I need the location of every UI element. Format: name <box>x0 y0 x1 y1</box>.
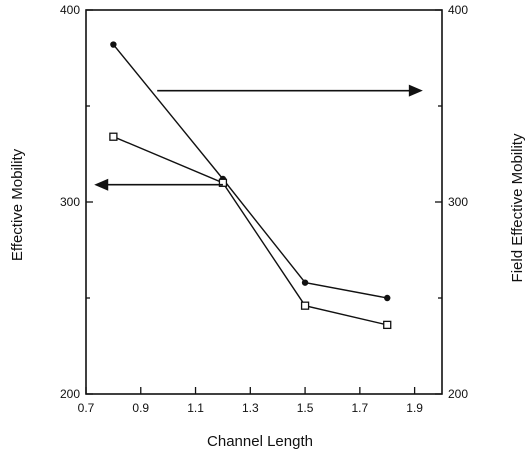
series-point-0 <box>384 294 391 302</box>
series-point-1 <box>300 301 310 310</box>
x-tick-label: 1.3 <box>242 401 259 415</box>
y-tick-label: 400 <box>60 3 80 17</box>
x-tick-label: 0.9 <box>132 401 149 415</box>
series-layer <box>109 41 392 330</box>
arrow-head-left <box>94 178 109 191</box>
series-point-1 <box>109 132 118 141</box>
y2-axis-title: Field Effective Mobility <box>509 133 526 282</box>
x-axis-title: Channel Length <box>207 433 313 450</box>
x-tick-label: 0.7 <box>78 401 95 415</box>
arrow-head-right <box>408 84 423 97</box>
y2-tick-label: 400 <box>448 3 468 17</box>
y-tick-label: 300 <box>60 195 80 209</box>
y-axis-title: Effective Mobility <box>9 148 26 261</box>
y2-tick-label: 200 <box>448 387 468 401</box>
series-point-0 <box>301 279 309 286</box>
annotation-layer <box>94 84 423 191</box>
series-point-0 <box>110 41 117 48</box>
ticks: 0.7 0.9 1.1 1.3 1.5 1.7 1.9 200 300 400 200 300 400 <box>60 3 468 415</box>
plot-frame <box>85 9 443 395</box>
y-tick-label: 200 <box>60 387 80 401</box>
series-line-1 <box>113 136 388 326</box>
x-tick-label: 1.9 <box>406 401 423 415</box>
x-tick-label: 1.1 <box>187 401 204 415</box>
series-line-0 <box>112 44 388 299</box>
x-tick-label: 1.5 <box>297 401 314 415</box>
series-point-1 <box>218 178 228 187</box>
x-tick-label: 1.7 <box>352 401 369 415</box>
y2-tick-label: 300 <box>448 195 468 209</box>
series-point-1 <box>383 320 392 330</box>
